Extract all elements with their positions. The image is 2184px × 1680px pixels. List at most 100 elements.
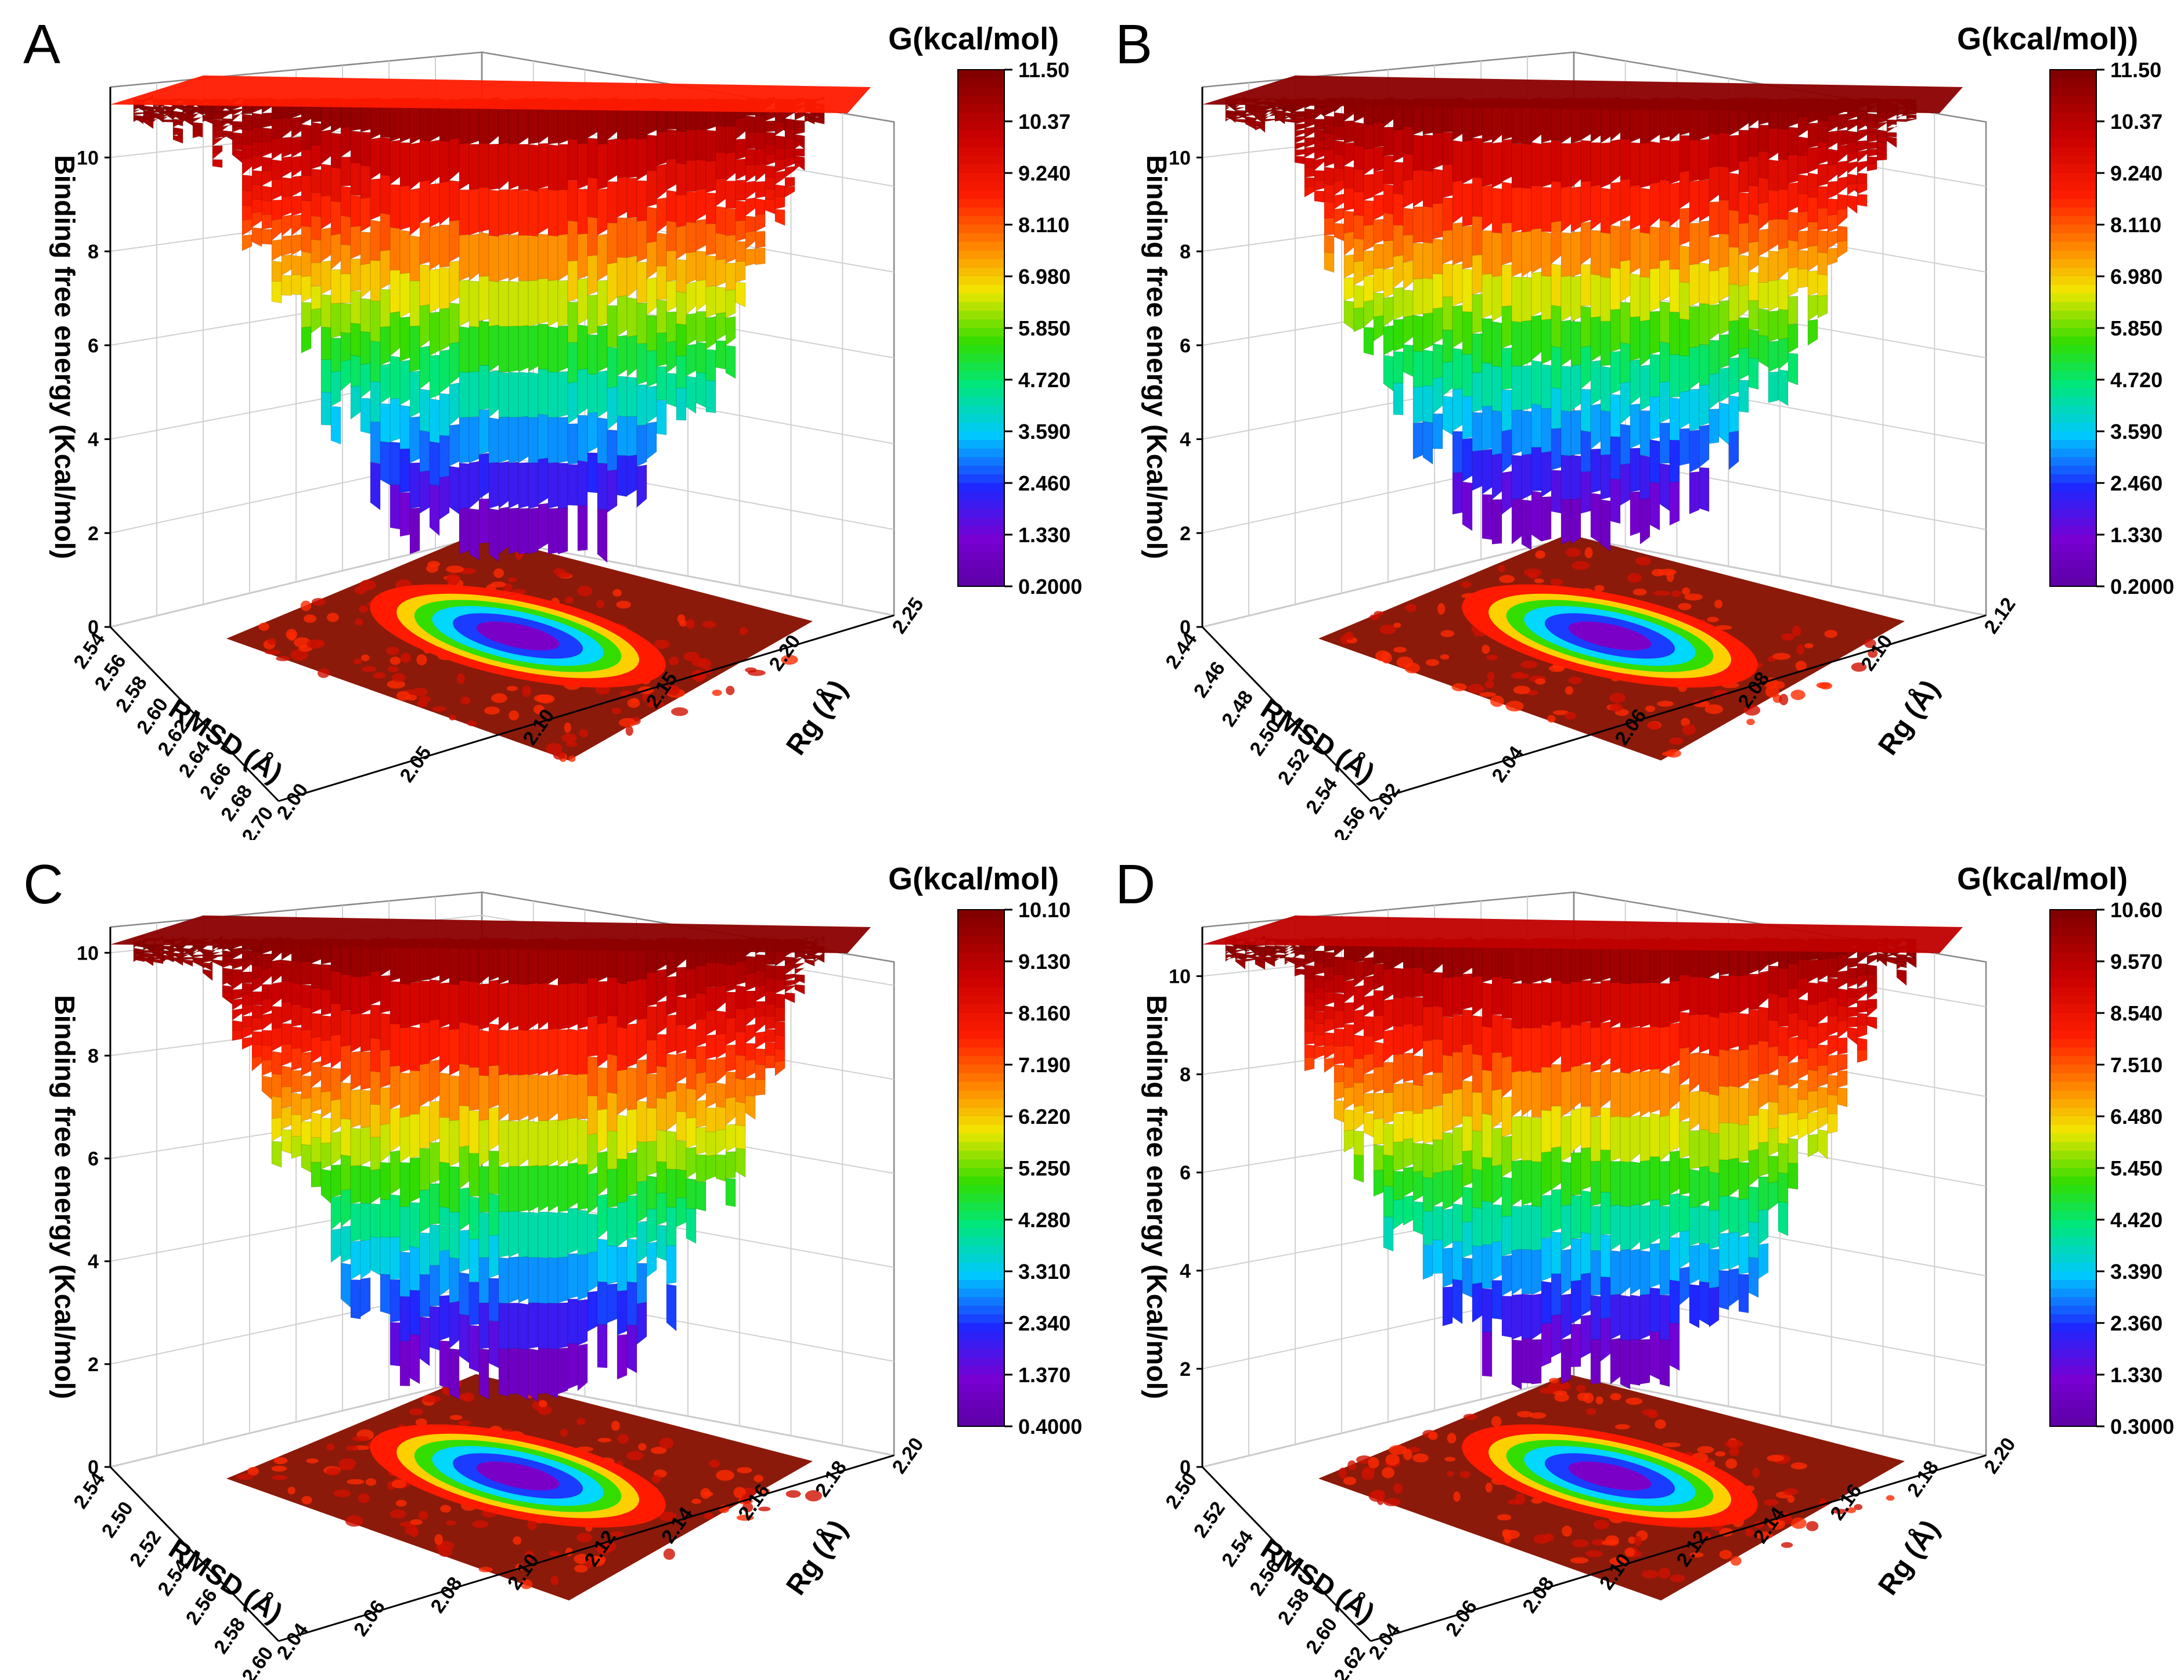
colorbar-tick-label: 5.450 [2110, 1156, 2163, 1180]
y-tick-label: 2.00 [272, 780, 312, 824]
x-tick-label: 2.44 [1161, 629, 1201, 673]
energy-surface [110, 915, 871, 1403]
colorbar-tick-label: 6.480 [2110, 1105, 2163, 1129]
colorbar: 11.50 10.37 9.240 8.110 6.980 5.850 4.720 3.590… [2049, 58, 2174, 599]
z-tick-label: 0 [88, 617, 99, 639]
colorbar-tick-label: 2.460 [1018, 471, 1071, 495]
colorbar-title: G(kcal/mol) [1957, 861, 2128, 896]
colorbar-tick-label: 3.390 [2110, 1260, 2163, 1284]
energy-surface [1202, 915, 1963, 1390]
x-tick-label: 2.46 [1190, 658, 1230, 702]
x-tick-label: 2.56 [1329, 803, 1369, 840]
colorbar-tick-label: 4.720 [2110, 368, 2163, 392]
z-tick-label: 8 [1180, 241, 1191, 263]
surface-plot: 0 2 4 6 8 10 Binding free energy (Kcal/mol) 2.5… [49, 891, 1082, 1680]
colorbar-tick-label: 6.980 [2110, 265, 2163, 289]
colorbar-tick-label: 0.2000 [2110, 575, 2174, 599]
y-tick-label: 2.04 [1487, 742, 1527, 787]
y-tick-label: 2.06 [1441, 1596, 1482, 1641]
y-tick-label: 2.05 [395, 742, 435, 787]
y-tick-label: 2.06 [349, 1596, 390, 1641]
z-tick-label: 10 [1169, 147, 1191, 169]
colorbar-tick-label: 3.590 [2110, 420, 2163, 444]
z-tick-label: 4 [88, 429, 99, 451]
z-tick-label: 2 [88, 1354, 99, 1376]
z-tick-label: 6 [88, 1148, 99, 1170]
y-tick-label: 2.02 [1364, 780, 1404, 824]
surface-plot: 0 2 4 6 8 10 Binding free energy (Kcal/mol) 2.5… [1141, 891, 2174, 1680]
z-axis-title: Binding free energy (Kcal/mol) [49, 155, 80, 559]
colorbar-tick-label: 11.50 [2110, 58, 2161, 82]
y-tick-label: 2.04 [1364, 1620, 1404, 1664]
panel-A: A G(kcal/mol) 0 2 4 6 8 10 Binding free energy (… [0, 0, 1092, 840]
x-tick-label: 2.54 [1302, 774, 1342, 818]
colorbar-tick-label: 10.60 [2110, 898, 2163, 922]
axes [1201, 927, 1987, 1642]
z-tick-label: 2 [88, 522, 99, 545]
y-tick-label: 2.08 [1518, 1573, 1558, 1617]
colorbar-tick-label: 8.110 [2110, 213, 2161, 237]
z-axis-title: Binding free energy (Kcal/mol) [1141, 995, 1172, 1399]
floor-contour-map [226, 534, 813, 762]
x-tick-label: 2.50 [1161, 1469, 1201, 1513]
energy-surface [110, 75, 871, 564]
colorbar-tick-label: 1.330 [2110, 1363, 2163, 1387]
floor-contour-map [1318, 1374, 1905, 1600]
x-tick-label: 2.54 [69, 1469, 109, 1513]
y-tick-label: 2.04 [272, 1620, 312, 1664]
z-tick-label: 4 [1180, 1260, 1191, 1282]
z-tick-label: 0 [1180, 1457, 1191, 1479]
colorbar-tick-label: 6.980 [1018, 265, 1071, 289]
colorbar-tick-label: 2.460 [2110, 471, 2163, 495]
colorbar-tick-label: 10.37 [1018, 110, 1071, 134]
z-tick-label: 10 [77, 942, 99, 964]
colorbar-tick-label: 2.340 [1018, 1311, 1071, 1335]
z-tick-label: 8 [88, 241, 99, 263]
y-axis-title: Rg (Å) [780, 674, 853, 760]
colorbar-tick-label: 0.2000 [1018, 575, 1082, 599]
z-axis-title: Binding free energy (Kcal/mol) [1141, 155, 1172, 559]
z-tick-label: 0 [88, 1457, 99, 1479]
colorbar: 10.10 9.130 8.160 7.190 6.220 5.250 4.280 3.310… [957, 898, 1082, 1439]
y-tick-label: 2.18 [1903, 1457, 1943, 1501]
y-axis-title: Rg (Å) [780, 1514, 853, 1600]
colorbar-tick-label: 1.330 [2110, 523, 2163, 547]
panel-C: C G(kcal/mol) 0 2 4 6 8 10 Binding free energy (… [0, 840, 1092, 1680]
colorbar-tick-label: 5.850 [1018, 316, 1071, 340]
y-axis-title: Rg (Å) [1872, 1514, 1945, 1600]
colorbar-tick-label: 8.110 [1018, 213, 1069, 237]
colorbar-tick-label: 10.10 [1018, 898, 1071, 922]
axes [109, 87, 895, 802]
colorbar-title: G(kcal/mol)) [1957, 21, 2139, 56]
z-tick-label: 2 [1180, 1358, 1191, 1380]
colorbar-tick-label: 8.160 [1018, 1001, 1071, 1025]
colorbar-tick-label: 5.850 [2110, 316, 2163, 340]
colorbar-tick-label: 3.310 [1018, 1260, 1071, 1284]
panel-letter: A [23, 13, 61, 75]
colorbar-tick-label: 8.540 [2110, 1001, 2163, 1025]
z-tick-label: 4 [88, 1251, 99, 1273]
x-tick-label: 2.50 [98, 1498, 138, 1542]
x-tick-label: 2.52 [125, 1527, 165, 1571]
colorbar-tick-label: 6.220 [1018, 1105, 1071, 1129]
z-tick-label: 10 [1169, 966, 1191, 988]
x-tick-label: 2.60 [237, 1643, 277, 1680]
x-tick-label: 2.60 [1302, 1614, 1342, 1658]
z-tick-label: 2 [1180, 522, 1191, 545]
colorbar-tick-label: 10.37 [2110, 110, 2163, 134]
colorbar-title: G(kcal/mol) [888, 21, 1059, 56]
z-tick-label: 8 [1180, 1064, 1191, 1086]
axes [1201, 87, 1987, 802]
z-tick-label: 8 [88, 1045, 99, 1067]
colorbar-tick-label: 7.190 [1018, 1053, 1071, 1077]
z-tick-label: 6 [88, 335, 99, 357]
y-tick-label: 2.08 [426, 1573, 466, 1617]
z-tick-label: 4 [1180, 429, 1191, 451]
colorbar: 10.60 9.570 8.540 7.510 6.480 5.450 4.420 3.390… [2049, 898, 2174, 1439]
colorbar-tick-label: 3.590 [1018, 420, 1071, 444]
colorbar-tick-label: 4.720 [1018, 368, 1071, 392]
x-tick-label: 2.52 [1190, 1498, 1230, 1542]
colorbar-tick-label: 0.3000 [2110, 1415, 2174, 1439]
z-tick-label: 6 [1180, 1162, 1191, 1184]
